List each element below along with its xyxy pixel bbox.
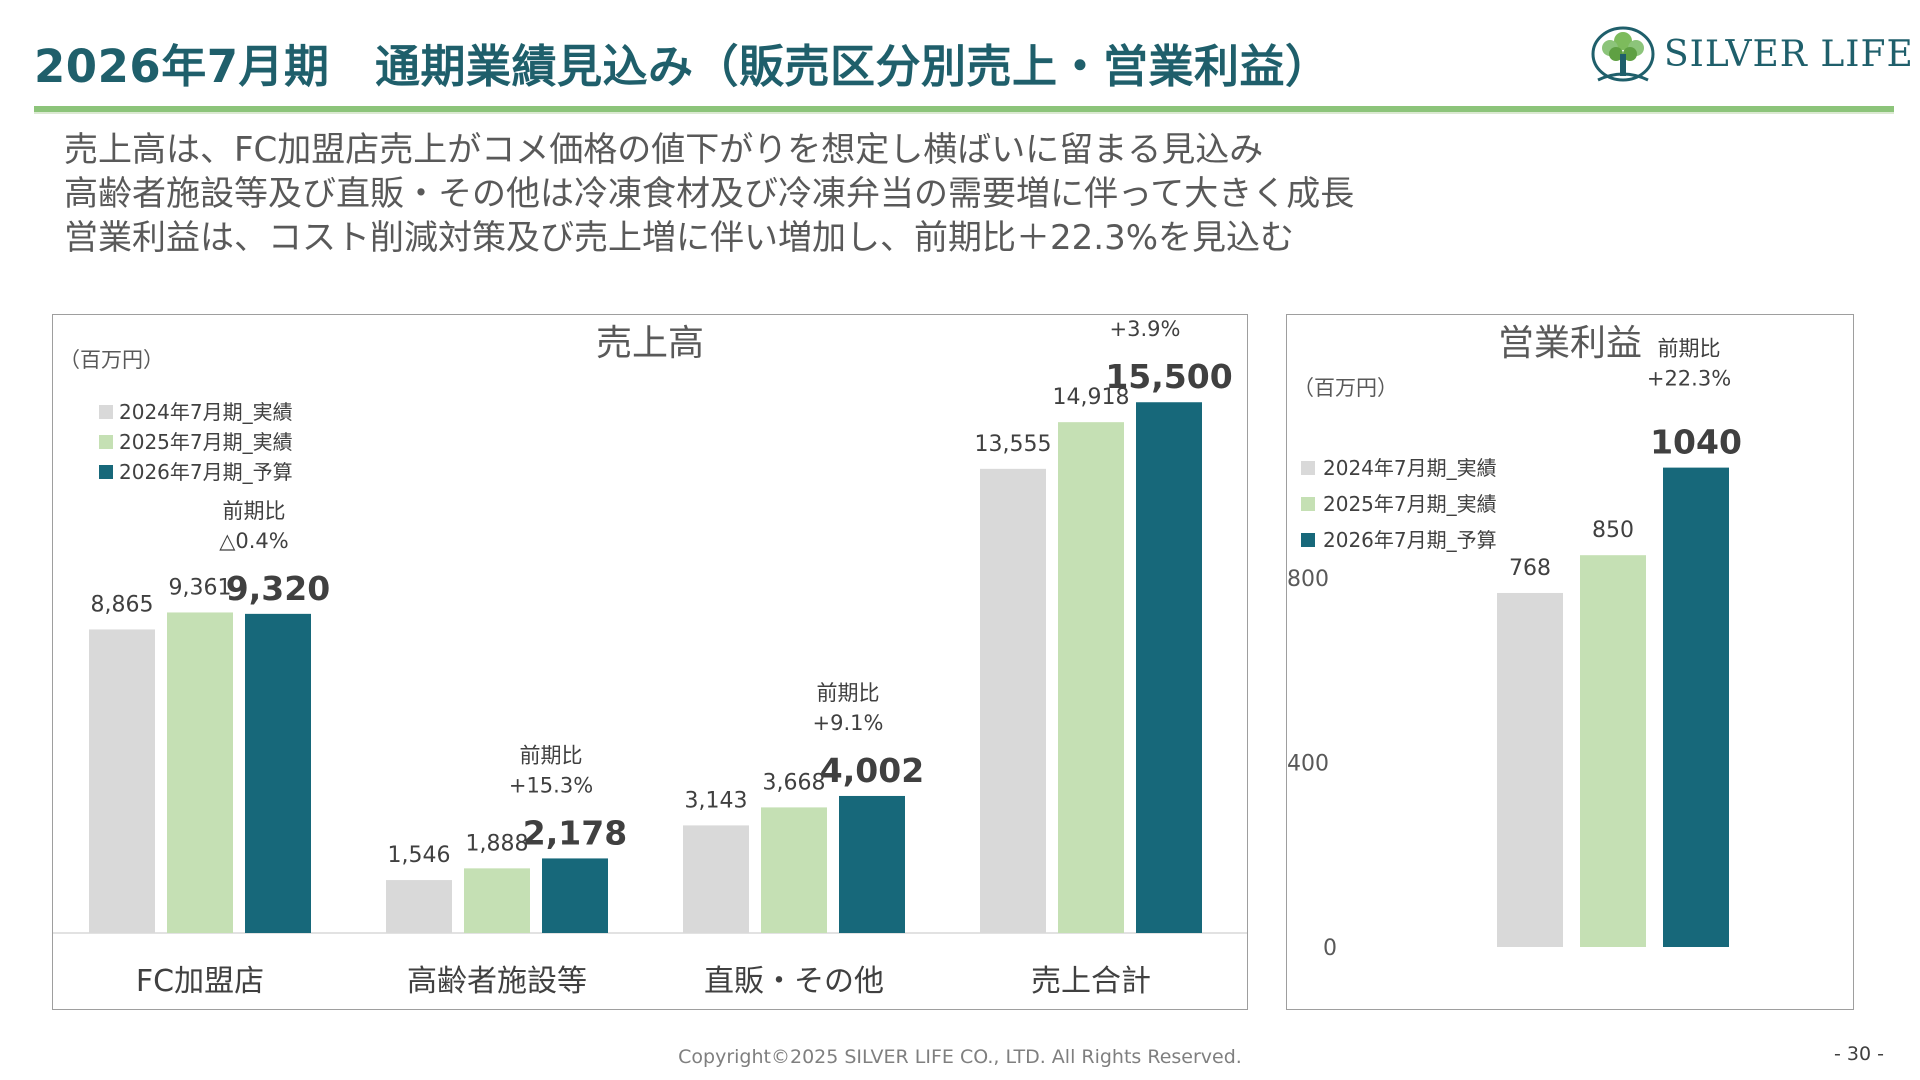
bar — [980, 468, 1046, 933]
page-title: 2026年7月期 通期業績見込み（販売区分別売上・営業利益） — [34, 40, 1331, 93]
sales-chart-panel: 売上高 （百万円） 2024年7月期_実績 2025年7月期_実績 2026年7月期_予… — [52, 314, 1248, 1010]
yoy-value: +15.3% — [509, 773, 593, 797]
bar — [245, 613, 311, 933]
logo-text: SILVER LIFE — [1664, 34, 1914, 75]
legend-swatch — [99, 435, 113, 449]
legend-entry: 2026年7月期_予算 — [119, 460, 293, 484]
yoy-label: 前期比 — [817, 681, 880, 705]
data-label: 1,888 — [466, 831, 529, 856]
header-rule — [34, 106, 1894, 112]
data-label: 768 — [1509, 556, 1551, 581]
y-tick-label: 800 — [1287, 567, 1329, 592]
summary-line: 営業利益は、コスト削減対策及び売上増に伴い増加し、前期比＋22.3%を見込む — [64, 218, 1295, 258]
operating-profit-chart: 営業利益 （百万円） 2024年7月期_実績 2025年7月期_実績 2026年7月期_… — [1287, 323, 1742, 961]
data-label: 8,865 — [91, 592, 154, 617]
yoy-label: 前期比 — [520, 743, 583, 767]
bar — [1497, 592, 1563, 947]
summary-line: 売上高は、FC加盟店売上がコメ価格の値下がりを想定し横ばいに留まる見込み — [64, 130, 1264, 170]
category-label: 高齢者施設等 — [407, 964, 587, 999]
legend-swatch — [1301, 533, 1315, 547]
y-tick-label: 400 — [1287, 752, 1329, 777]
yoy-label: 前期比 — [223, 499, 286, 523]
page-number: - 30 - — [1834, 1043, 1884, 1065]
bar — [683, 825, 749, 933]
bar — [386, 880, 452, 933]
summary-line: 高齢者施設等及び直販・その他は冷凍食材及び冷凍弁当の需要増に伴って大きく成長 — [64, 174, 1355, 214]
bar — [1058, 422, 1124, 933]
bar — [1136, 402, 1202, 933]
chart-title: 売上高 — [596, 323, 704, 364]
operating-profit-chart-panel: 営業利益 （百万円） 2024年7月期_実績 2025年7月期_実績 2026年7月期_… — [1286, 314, 1854, 1010]
bar — [761, 807, 827, 933]
bar — [1580, 555, 1646, 947]
bar — [542, 858, 608, 933]
data-label: 1,546 — [388, 843, 451, 868]
unit-label: （百万円） — [1293, 376, 1398, 400]
data-label: 9,320 — [226, 569, 330, 608]
bar — [1663, 467, 1729, 947]
legend-swatch — [99, 465, 113, 479]
yoy-label: 前期比 — [1658, 337, 1721, 361]
data-label: 13,555 — [975, 432, 1052, 457]
bar — [839, 795, 905, 933]
data-label: 14,918 — [1053, 385, 1130, 410]
data-label: 3,668 — [763, 770, 826, 795]
yoy-value: +22.3% — [1647, 367, 1731, 391]
summary-text: 売上高は、FC加盟店売上がコメ価格の値下がりを想定し横ばいに留まる見込み 高齢者… — [64, 128, 1354, 260]
data-label: 850 — [1592, 518, 1634, 543]
unit-label: （百万円） — [59, 348, 164, 372]
category-label: 直販・その他 — [704, 964, 884, 999]
yoy-value: △0.4% — [219, 529, 289, 553]
yoy-value: +9.1% — [813, 711, 884, 735]
legend-entry: 2026年7月期_予算 — [1323, 528, 1497, 552]
y-tick-label: 0 — [1323, 936, 1337, 961]
tree-logo-icon — [1591, 26, 1655, 82]
data-label: 2,178 — [523, 813, 627, 852]
legend-swatch — [1301, 497, 1315, 511]
bar — [167, 612, 233, 933]
legend-swatch — [99, 405, 113, 419]
legend-swatch — [1301, 461, 1315, 475]
chart-title: 営業利益 — [1498, 323, 1642, 364]
bar — [464, 868, 530, 933]
data-label: 1040 — [1650, 423, 1742, 462]
legend-entry: 2024年7月期_実績 — [119, 400, 293, 424]
category-label: 売上合計 — [1031, 964, 1151, 999]
legend-entry: 2024年7月期_実績 — [1323, 456, 1497, 480]
legend-entry: 2025年7月期_実績 — [119, 430, 293, 454]
header-rule-shadow — [34, 112, 1894, 114]
company-logo: SILVER LIFE — [1588, 24, 1913, 90]
yoy-value: +3.9% — [1110, 317, 1181, 341]
data-label: 15,500 — [1105, 357, 1232, 396]
data-label: 4,002 — [820, 751, 924, 790]
legend-entry: 2025年7月期_実績 — [1323, 492, 1497, 516]
bar — [89, 629, 155, 933]
category-label: FC加盟店 — [136, 964, 264, 999]
sales-chart: 売上高 （百万円） 2024年7月期_実績 2025年7月期_実績 2026年7月期_予… — [53, 317, 1247, 999]
data-label: 9,361 — [169, 575, 232, 600]
copyright: Copyright©2025 SILVER LIFE CO., LTD. All… — [678, 1046, 1242, 1068]
data-label: 3,143 — [685, 788, 748, 813]
